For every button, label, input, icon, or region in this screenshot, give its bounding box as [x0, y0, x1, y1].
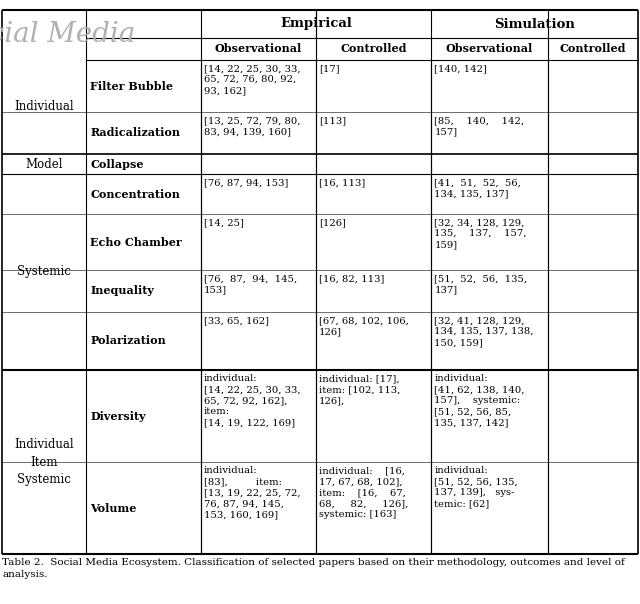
Text: [140, 142]: [140, 142]	[435, 64, 487, 73]
Text: Controlled: Controlled	[340, 43, 407, 54]
Text: Filter Bubble: Filter Bubble	[90, 80, 173, 91]
Text: [32, 41, 128, 129,
134, 135, 137, 138,
150, 159]: [32, 41, 128, 129, 134, 135, 137, 138, 1…	[435, 316, 534, 347]
Text: individual:
[51, 52, 56, 135,
137, 139],   sys-
temic: [62]: individual: [51, 52, 56, 135, 137, 139],…	[435, 466, 518, 509]
Text: individual:
[41, 62, 138, 140,
157],    systemic:
[51, 52, 56, 85,
135, 137, 142: individual: [41, 62, 138, 140, 157], sys…	[435, 374, 525, 428]
Text: individual:    [16,
17, 67, 68, 102],
item:    [16,    67,
68,     82,     126],: individual: [16, 17, 67, 68, 102], item:…	[319, 466, 408, 519]
Text: Table 2.  Social Media Ecosystem. Classification of selected papers based on the: Table 2. Social Media Ecosystem. Classif…	[2, 558, 625, 579]
Text: individual:
[83],         item:
[13, 19, 22, 25, 72,
76, 87, 94, 145,
153, 160, : individual: [83], item: [13, 19, 22, 25,…	[204, 466, 300, 519]
Text: [14, 25]: [14, 25]	[204, 218, 243, 227]
Text: Collapse: Collapse	[90, 158, 144, 170]
Text: Concentration: Concentration	[90, 188, 180, 199]
Text: Individual: Individual	[14, 100, 74, 114]
Text: Volume: Volume	[90, 503, 137, 513]
Text: [76,  87,  94,  145,
153]: [76, 87, 94, 145, 153]	[204, 274, 297, 294]
Text: [16, 82, 113]: [16, 82, 113]	[319, 274, 385, 283]
Text: Diversity: Diversity	[90, 411, 146, 422]
Text: Radicalization: Radicalization	[90, 127, 180, 138]
Text: Model: Model	[26, 158, 63, 170]
Text: Empirical: Empirical	[280, 18, 352, 30]
Text: [13, 25, 72, 79, 80,
83, 94, 139, 160]: [13, 25, 72, 79, 80, 83, 94, 139, 160]	[204, 116, 300, 136]
Text: individual:
[14, 22, 25, 30, 33,
65, 72, 92, 162],
item:
[14, 19, 122, 169]: individual: [14, 22, 25, 30, 33, 65, 72,…	[204, 374, 300, 428]
Text: [32, 34, 128, 129,
135,    137,    157,
159]: [32, 34, 128, 129, 135, 137, 157, 159]	[435, 218, 527, 249]
Text: Polarization: Polarization	[90, 335, 166, 347]
Text: Simulation: Simulation	[494, 18, 575, 30]
Text: [16, 113]: [16, 113]	[319, 178, 365, 187]
Text: Systemic: Systemic	[17, 266, 71, 278]
Text: Observational: Observational	[446, 43, 533, 54]
Text: Echo Chamber: Echo Chamber	[90, 237, 182, 248]
Text: [17]: [17]	[319, 64, 340, 73]
Text: [14, 22, 25, 30, 33,
65, 72, 76, 80, 92,
93, 162]: [14, 22, 25, 30, 33, 65, 72, 76, 80, 92,…	[204, 64, 300, 95]
Text: Social Media: Social Media	[0, 22, 135, 48]
Text: Inequality: Inequality	[90, 286, 154, 297]
Text: Observational: Observational	[214, 43, 302, 54]
Text: [126]: [126]	[319, 218, 346, 227]
Text: Controlled: Controlled	[559, 43, 626, 54]
Text: individual: [17],
item: [102, 113,
126],: individual: [17], item: [102, 113, 126],	[319, 374, 401, 405]
Text: Individual
Item
Systemic: Individual Item Systemic	[14, 439, 74, 486]
Text: [51,  52,  56,  135,
137]: [51, 52, 56, 135, 137]	[435, 274, 527, 294]
Text: [41,  51,  52,  56,
134, 135, 137]: [41, 51, 52, 56, 134, 135, 137]	[435, 178, 521, 198]
Text: [33, 65, 162]: [33, 65, 162]	[204, 316, 269, 325]
Text: [76, 87, 94, 153]: [76, 87, 94, 153]	[204, 178, 288, 187]
Text: [113]: [113]	[319, 116, 346, 125]
Text: [67, 68, 102, 106,
126]: [67, 68, 102, 106, 126]	[319, 316, 409, 336]
Text: [85,    140,    142,
157]: [85, 140, 142, 157]	[435, 116, 525, 136]
